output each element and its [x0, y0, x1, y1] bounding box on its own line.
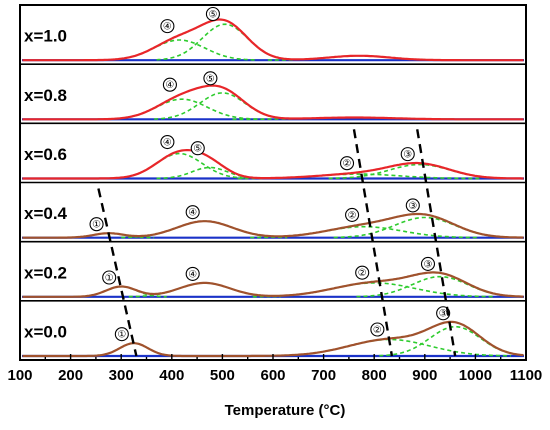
x-tick-label: 500 [210, 367, 235, 384]
peak-marker: ③ [405, 198, 420, 213]
panel-label: x=0.4 [24, 204, 68, 223]
peak-marker-label: ⑤ [193, 144, 202, 155]
panel-label: x=0.8 [24, 86, 67, 105]
peak-marker: ④ [160, 134, 175, 150]
x-tick-label: 100 [7, 367, 32, 384]
x-tick-label: 300 [109, 367, 134, 384]
peak-shift-lines [97, 129, 457, 357]
peak-marker: ⑤ [205, 6, 220, 22]
peak-marker-label: ④ [163, 138, 172, 149]
peak-marker: ② [370, 322, 385, 337]
peak-2-shift [352, 129, 394, 357]
x-tick-label: 1000 [459, 367, 492, 384]
peak-marker: ① [89, 217, 104, 232]
peak-marker: ⑤ [190, 141, 205, 156]
x-tick-label: 700 [311, 367, 336, 384]
peak-marker-label: ⑤ [206, 74, 215, 85]
component-peak [111, 152, 247, 179]
envelope-curve [22, 84, 524, 121]
peak-marker: ② [339, 156, 355, 171]
peak-marker-label: ③ [439, 309, 448, 320]
peak-marker-label: ③ [423, 259, 432, 270]
envelope-curve [22, 271, 524, 298]
peak-1-shift [97, 188, 138, 357]
envelope-curve [22, 18, 524, 62]
envelope-curve [22, 149, 524, 180]
panel-label: x=0.6 [24, 145, 67, 164]
peak-marker-label: ① [105, 273, 114, 284]
peak-marker: ⑤ [203, 71, 218, 86]
component-peak [252, 282, 496, 298]
peak-marker: ④ [162, 77, 177, 92]
panel-1: ④ ⑤ x=1.0 [22, 6, 524, 62]
peak-marker-label: ⑤ [208, 10, 217, 21]
peak-marker-label: ② [358, 268, 367, 279]
peak-marker: ④ [185, 205, 200, 220]
x-tick-label: 1100 [510, 367, 543, 384]
peak-marker: ① [114, 327, 129, 342]
peak-marker: ④ [160, 19, 175, 34]
component-peak [154, 92, 290, 120]
component-peak [237, 173, 481, 180]
peak-marker-label: ② [348, 210, 357, 221]
panel-label: x=0.0 [24, 323, 67, 342]
x-tick-label: 400 [159, 367, 184, 384]
panel-label: x=1.0 [24, 27, 67, 46]
peak-marker-label: ③ [403, 150, 412, 161]
panel-2: ④ ⑤ x=0.8 [20, 63, 526, 121]
x-axis: 100 200 300 400 500 600 700 800 900 1000 1100 [7, 354, 542, 384]
component-peak [103, 39, 256, 61]
peak-marker-label: ④ [163, 22, 172, 33]
component-peak [156, 23, 293, 61]
peak-marker-label: ④ [188, 269, 197, 280]
peak-marker-label: ① [117, 330, 126, 341]
peak-marker-label: ② [373, 325, 382, 336]
peak-marker-label: ④ [188, 208, 197, 219]
x-tick-label: 800 [362, 367, 387, 384]
peak-marker: ① [102, 270, 117, 285]
x-tick-label: 600 [260, 367, 285, 384]
component-peak [356, 275, 523, 298]
peak-marker: ③ [400, 147, 415, 162]
peak-marker: ② [345, 207, 360, 222]
panel-4: ① ④ ② ③ x=0.4 [20, 181, 526, 239]
panel-3: ④ ⑤ ② ③ x=0.6 [20, 122, 526, 180]
chart-panels: ④ ⑤ x=1.0 ④ ⑤ x=0.8 ④ ⑤ ② ③ x=0.6 ① ④ ② ③ x=0.4 ① ④ ② ③ x=0.… [20, 6, 526, 358]
peak-marker: ② [355, 265, 370, 280]
peak-marker: ④ [185, 266, 200, 281]
peak-marker-label: ① [92, 220, 101, 231]
x-axis-label: Temperature (°C) [225, 402, 346, 419]
panel-label: x=0.2 [24, 263, 67, 282]
panel-6: ① ② ③ x=0.0 [20, 300, 526, 358]
x-tick-label: 900 [412, 367, 437, 384]
peak-marker: ③ [420, 256, 436, 271]
component-peak [156, 166, 262, 180]
component-peak [105, 98, 258, 120]
peak-marker-label: ④ [165, 80, 174, 91]
panel-5: ① ④ ② ③ x=0.2 [20, 240, 526, 298]
peak-marker-label: ③ [408, 201, 417, 212]
envelope-curve [22, 212, 524, 239]
x-tick-label: 200 [58, 367, 83, 384]
peak-marker-label: ② [343, 159, 352, 170]
peak-3-shift [416, 129, 457, 357]
